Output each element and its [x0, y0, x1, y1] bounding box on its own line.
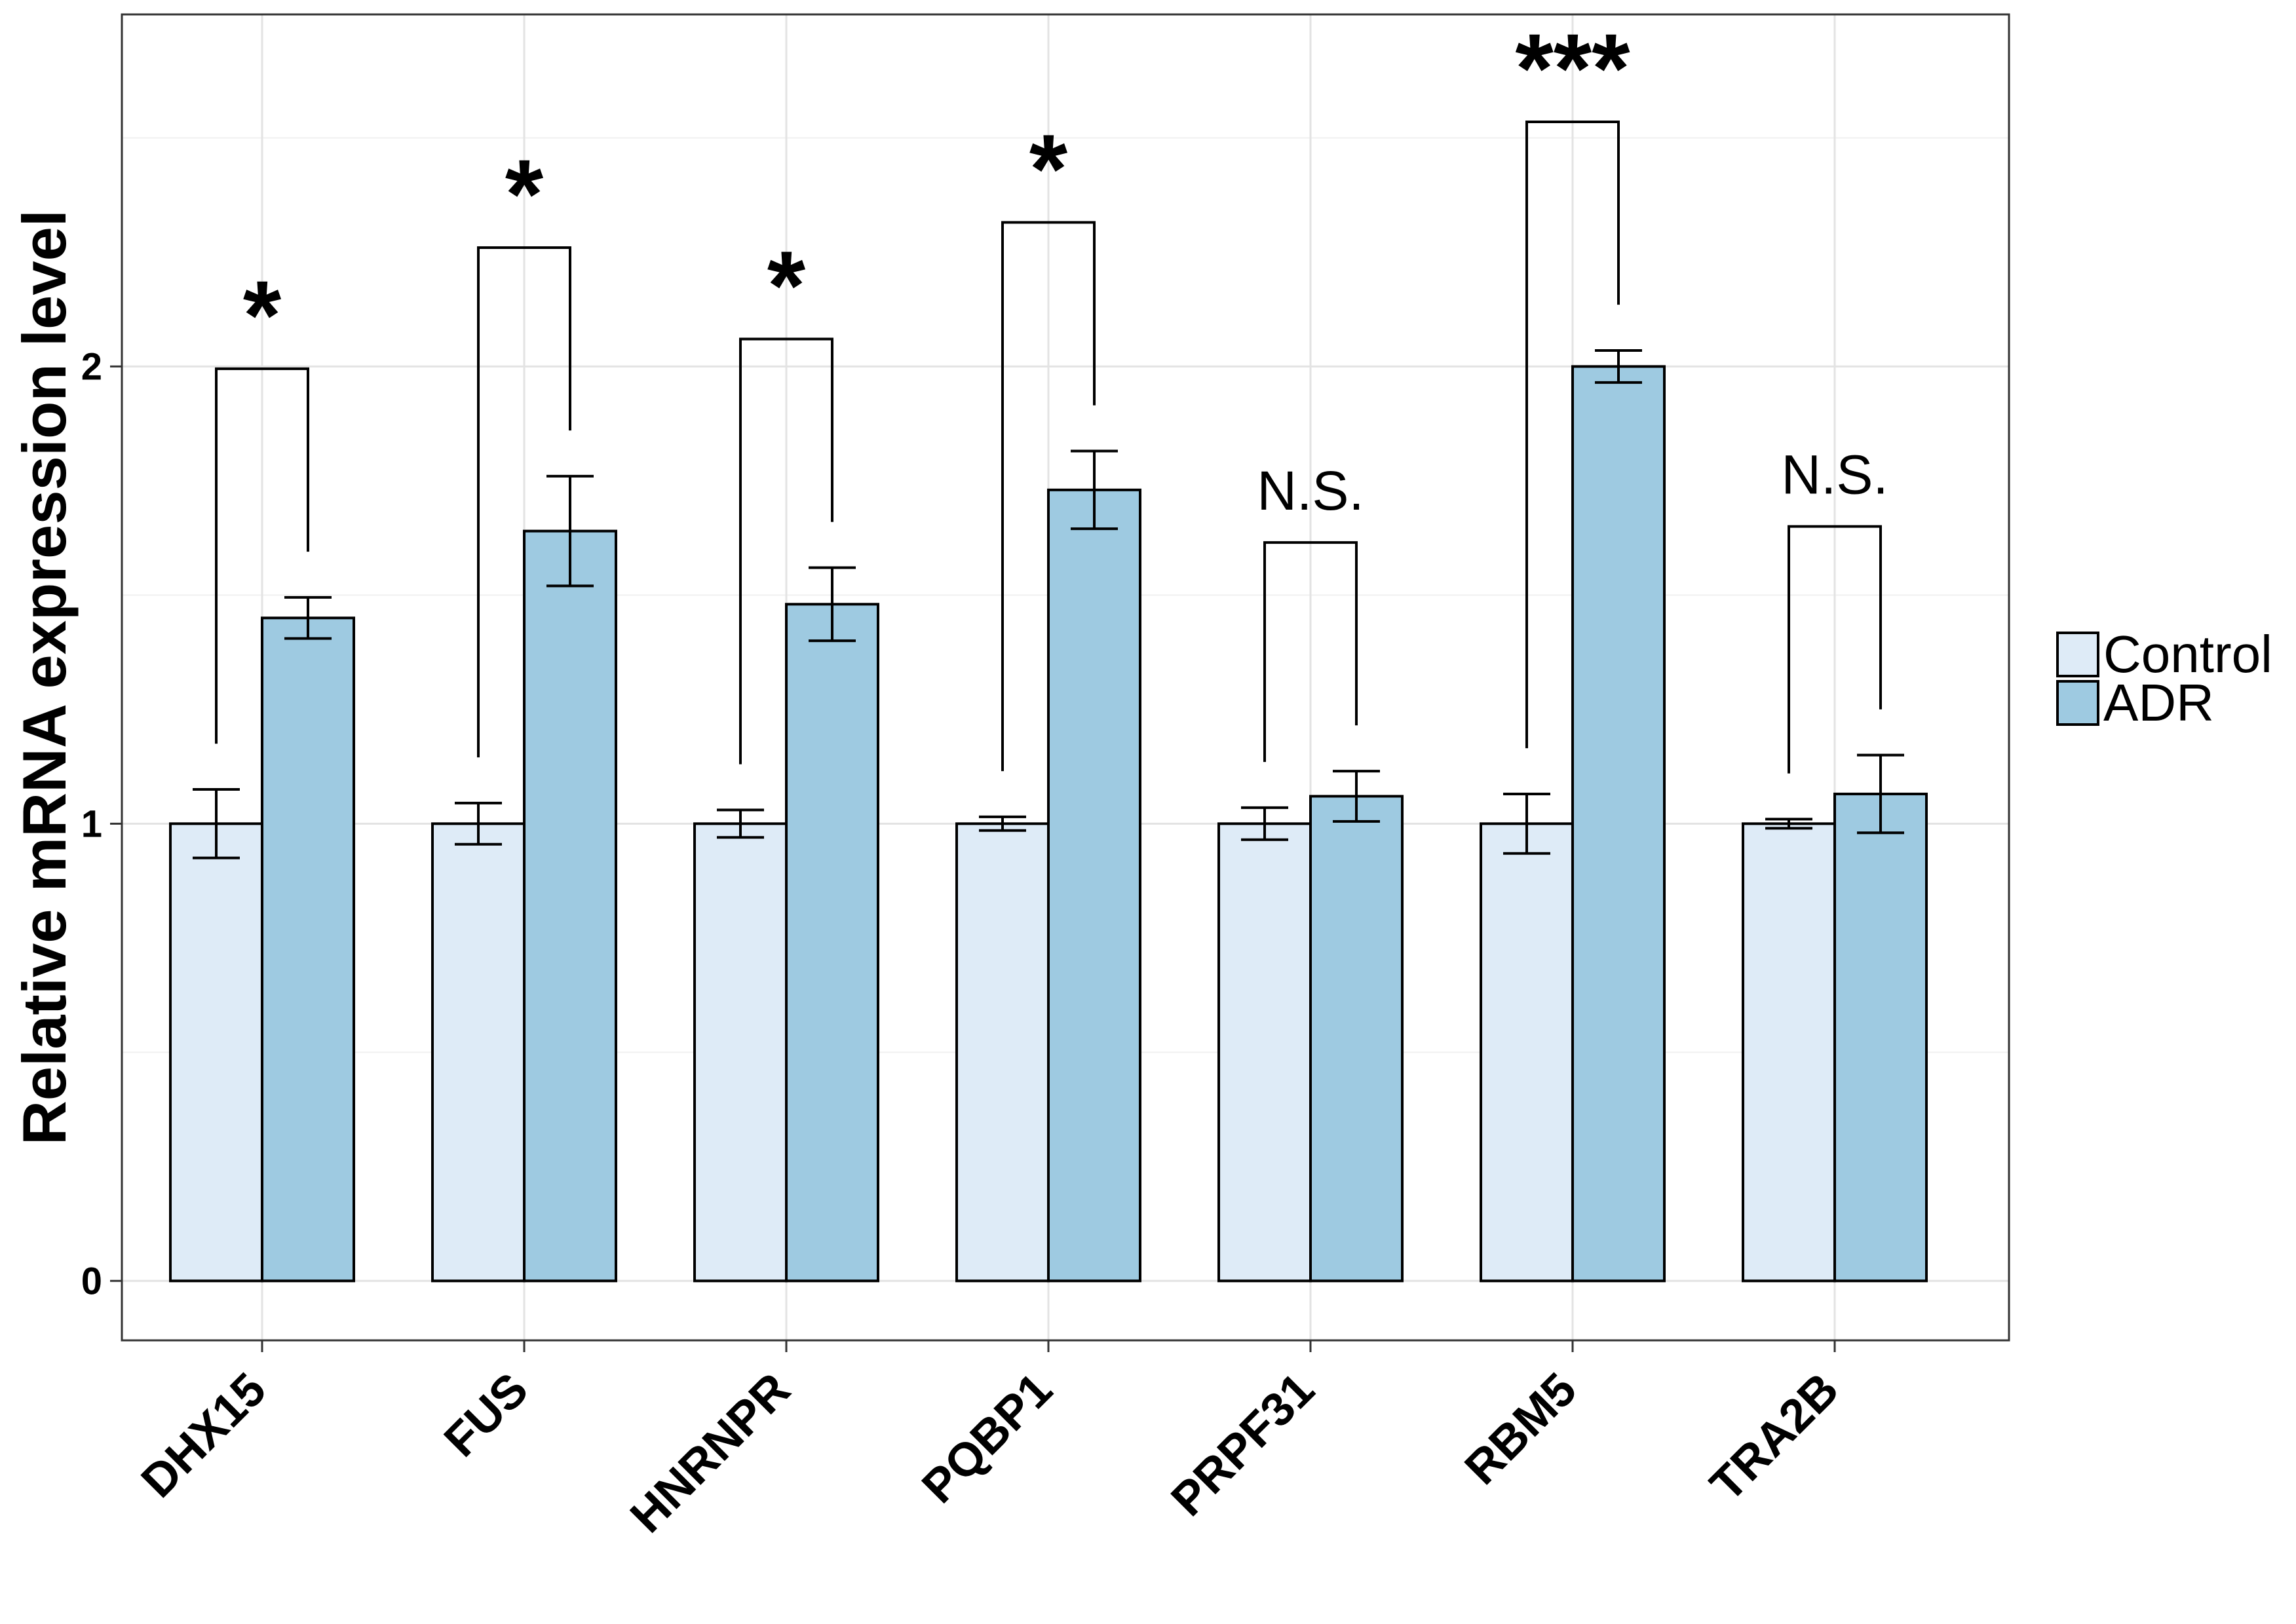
significance-label-rbm5: *** [1515, 13, 1630, 123]
error-bar-control-pqbp1 [979, 815, 1026, 832]
error-bar-adr-pqbp1 [1071, 449, 1118, 531]
legend-label-control: Control [2103, 625, 2272, 683]
x-tick-label-pqbp1: PQBP1 [912, 1363, 1062, 1513]
y-axis-title: Relative mRNA expression level [10, 210, 79, 1145]
x-tick-label-hnrnpr: HNRNPR [621, 1363, 800, 1543]
legend-key-control [2056, 632, 2099, 677]
error-bar-adr-rbm5 [1595, 349, 1642, 384]
bar-adr-rbm5 [1571, 365, 1666, 1283]
error-bar-adr-dhx15 [284, 595, 332, 640]
significance-label-tra2b: N.S. [1781, 444, 1888, 506]
error-bar-control-tra2b [1765, 818, 1812, 830]
significance-bracket-tra2b [1788, 525, 1882, 774]
legend-key-adr [2056, 680, 2099, 726]
significance-label-prpf31: N.S. [1257, 460, 1364, 521]
x-tick-label-fus: FUS [434, 1363, 538, 1467]
error-bar-adr-hnrnpr [809, 566, 856, 643]
bar-adr-tra2b [1833, 792, 1928, 1283]
bars [169, 365, 1928, 1283]
significance-bracket-prpf31 [1263, 541, 1358, 763]
significance-bracket-hnrnpr [739, 337, 833, 765]
error-bar-control-prpf31 [1241, 806, 1288, 841]
error-bar-adr-prpf31 [1333, 770, 1380, 823]
significance-bracket-rbm5 [1525, 121, 1620, 749]
x-tick-label-rbm5: RBM5 [1455, 1363, 1586, 1495]
significance-bracket-fus [477, 246, 571, 758]
y-tick-label: 1 [81, 803, 102, 845]
significance-label-fus: * [505, 139, 544, 249]
error-bars [193, 349, 1904, 859]
bar-control-tra2b [1742, 822, 1836, 1283]
bar-adr-prpf31 [1309, 795, 1404, 1283]
x-tick-label-prpf31: PRPF31 [1161, 1363, 1324, 1526]
significance-brackets: ****N.S.***N.S. [215, 13, 1888, 774]
significance-bracket-dhx15 [215, 367, 309, 744]
significance-label-hnrnpr: * [767, 231, 806, 341]
significance-label-dhx15: * [243, 260, 282, 370]
error-bar-control-fus [455, 801, 502, 846]
bar-adr-pqbp1 [1047, 488, 1141, 1283]
error-bar-adr-fus [546, 474, 594, 588]
y-tick-label: 2 [81, 345, 102, 388]
bar-adr-fus [523, 529, 617, 1283]
error-bar-adr-tra2b [1857, 753, 1904, 835]
bar-adr-dhx15 [261, 616, 355, 1283]
error-bar-control-rbm5 [1503, 792, 1550, 855]
bar-control-pqbp1 [955, 822, 1050, 1283]
bar-control-dhx15 [169, 822, 263, 1283]
error-bar-control-dhx15 [193, 787, 240, 859]
bar-control-fus [431, 822, 526, 1283]
bar-adr-hnrnpr [785, 603, 879, 1283]
x-tick-label-dhx15: DHX15 [132, 1363, 277, 1508]
bar-control-rbm5 [1480, 822, 1574, 1283]
bar-control-prpf31 [1217, 822, 1312, 1283]
significance-label-pqbp1: * [1029, 114, 1068, 224]
plot-border [121, 13, 2010, 1342]
legend-label-adr: ADR [2103, 673, 2214, 732]
x-tick-label-tra2b: TRA2B [1700, 1363, 1848, 1511]
significance-bracket-pqbp1 [1001, 221, 1096, 772]
bar-control-hnrnpr [693, 822, 788, 1283]
y-tick-label: 0 [81, 1260, 102, 1302]
error-bar-control-hnrnpr [717, 808, 764, 839]
